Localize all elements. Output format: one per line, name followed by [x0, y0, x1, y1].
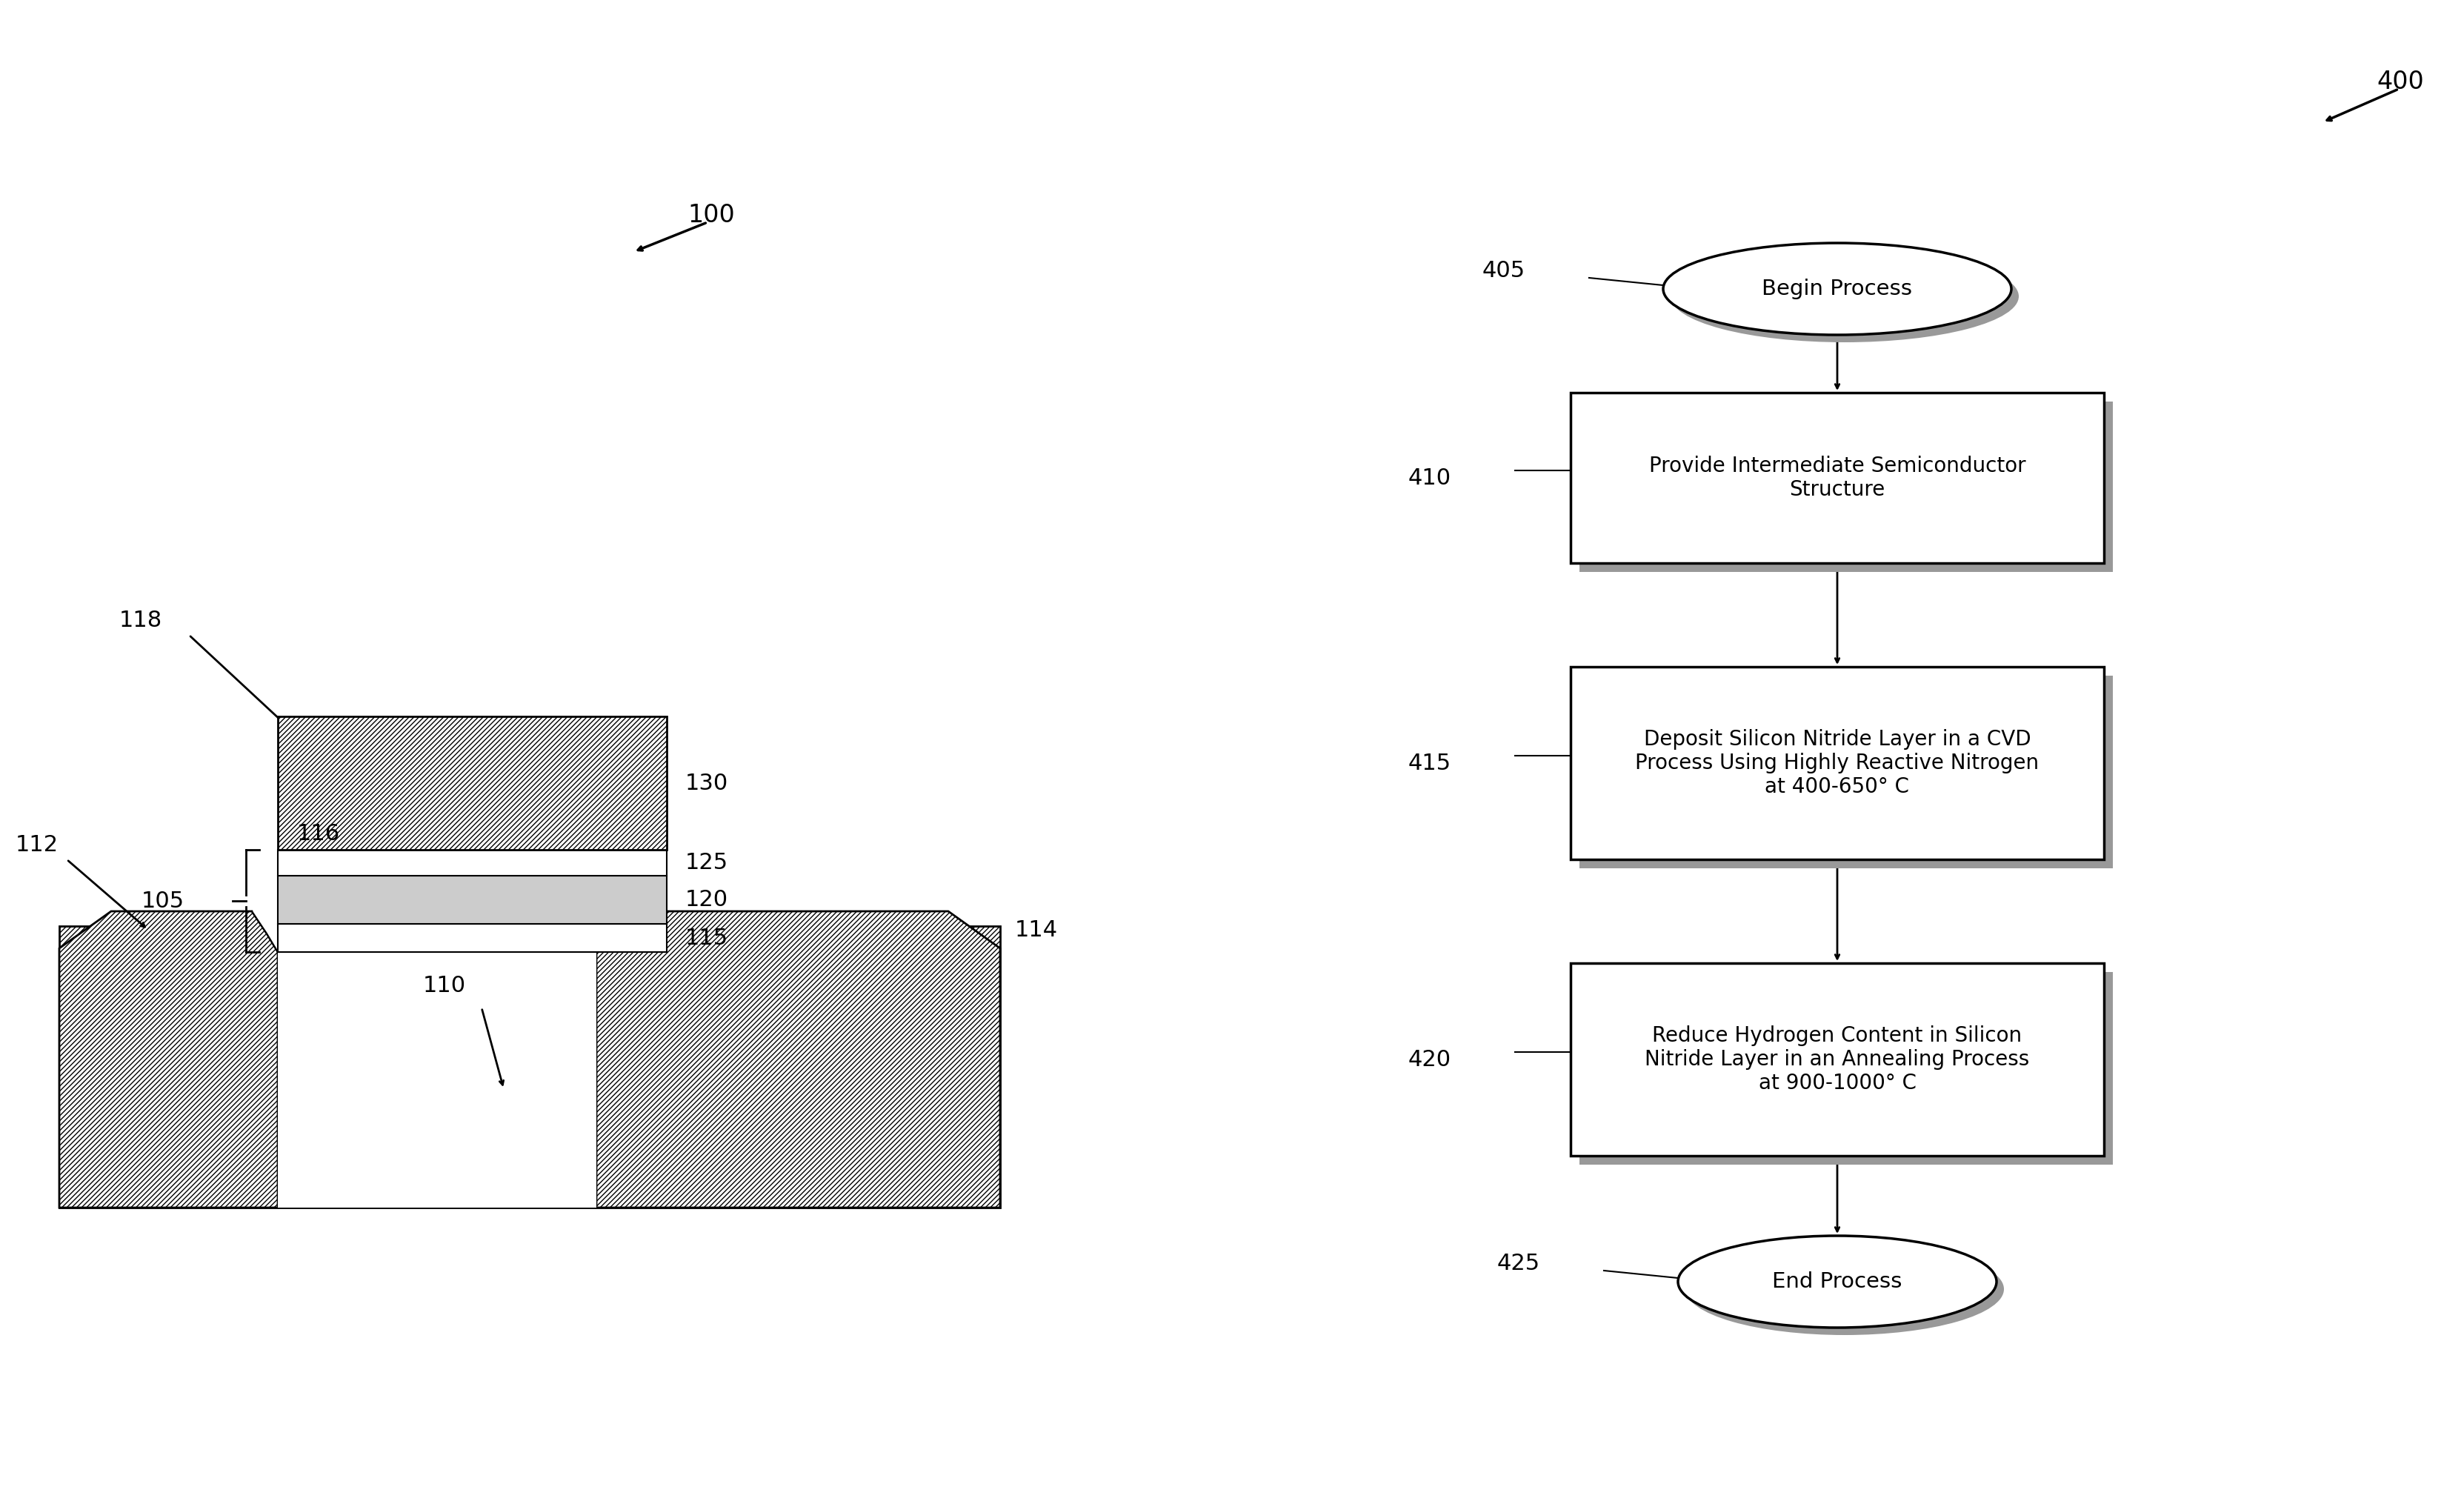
Polygon shape	[251, 911, 623, 1208]
Text: 130: 130	[685, 773, 729, 794]
Text: 105: 105	[140, 890, 185, 911]
Polygon shape	[596, 911, 1000, 1208]
Text: 118: 118	[118, 609, 163, 630]
Text: 115: 115	[685, 928, 729, 949]
Bar	[278, 923, 668, 952]
Bar	[278, 716, 668, 850]
Text: 400: 400	[2378, 69, 2425, 93]
Ellipse shape	[1685, 1243, 2003, 1334]
Text: 410: 410	[1409, 467, 1451, 489]
Text: Begin Process: Begin Process	[1762, 279, 1912, 299]
Text: 116: 116	[298, 823, 340, 844]
Text: 120: 120	[685, 889, 729, 910]
Text: Reduce Hydrogen Content in Silicon
Nitride Layer in an Annealing Process
at 900-: Reduce Hydrogen Content in Silicon Nitri…	[1646, 1025, 2030, 1094]
Polygon shape	[59, 911, 278, 1208]
Text: End Process: End Process	[1772, 1271, 1902, 1292]
Ellipse shape	[1678, 1235, 1996, 1328]
Text: 112: 112	[15, 835, 59, 856]
Text: 125: 125	[685, 851, 729, 874]
Bar	[1570, 393, 2104, 563]
Bar	[278, 875, 668, 923]
Bar	[1579, 973, 2112, 1165]
Bar	[278, 850, 668, 875]
Text: 110: 110	[424, 974, 466, 997]
Text: Provide Intermediate Semiconductor
Structure: Provide Intermediate Semiconductor Struc…	[1648, 455, 2025, 500]
Text: 100: 100	[687, 203, 734, 227]
Text: 114: 114	[1015, 919, 1057, 941]
Ellipse shape	[1671, 251, 2018, 342]
Bar	[1570, 666, 2104, 860]
Text: 415: 415	[1409, 752, 1451, 775]
Bar	[1570, 964, 2104, 1156]
Text: Deposit Silicon Nitride Layer in a CVD
Process Using Highly Reactive Nitrogen
at: Deposit Silicon Nitride Layer in a CVD P…	[1636, 728, 2040, 797]
Bar	[1579, 675, 2112, 868]
Text: 420: 420	[1409, 1049, 1451, 1070]
Bar	[59, 926, 1000, 1208]
Text: 405: 405	[1483, 260, 1525, 281]
Bar	[59, 926, 1000, 1208]
Text: 425: 425	[1498, 1252, 1540, 1274]
Ellipse shape	[1663, 243, 2011, 335]
Bar	[1579, 402, 2112, 572]
Bar	[278, 716, 668, 850]
